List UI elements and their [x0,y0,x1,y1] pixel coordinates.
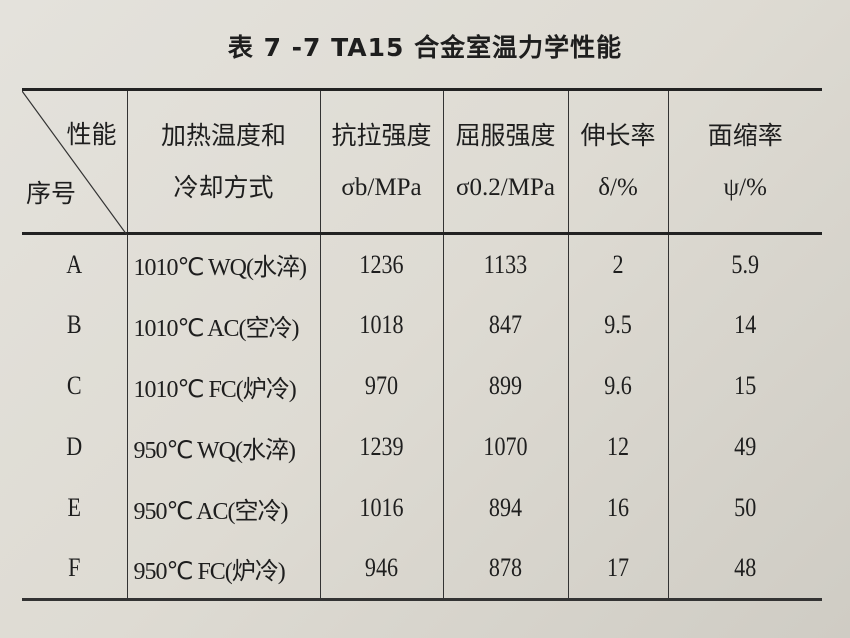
cell-tensile-strength: 1239 [328,416,434,478]
cell-tensile-strength: 1016 [328,477,434,539]
table-row: B 1010℃ AC(空冷) 1018 847 9.5 14 [22,294,822,356]
header-unit: σ0.2/MPa [456,173,555,201]
table-title: 表 7 -7 TA15 合金室温力学性能 [227,33,623,62]
cell-area-reduction: 48 [679,538,811,600]
cell-condition: 950℃ FC(炉冷) [126,538,320,600]
corner-header: 性能 序号 [22,90,127,235]
column-header-condition: 加热温度和 冷却方式 [126,89,320,234]
header-line: 屈服强度 [455,120,556,150]
corner-top-label: 性能 [66,120,117,149]
table-row: E 950℃ AC(空冷) 1016 894 16 50 [22,477,822,539]
cell-area-reduction: 14 [679,294,811,356]
cell-area-reduction: 5.9 [679,233,811,295]
cell-tensile-strength: 970 [328,355,434,417]
column-header-reduction: 面缩率 ψ/% [667,89,822,234]
header-line: 伸长率 [580,120,656,150]
cell-tensile-strength: 1018 [328,294,434,356]
cell-row-id: F [68,553,81,583]
column-header-tensile: 抗拉强度 σb/MPa [319,89,443,234]
cell-area-reduction: 15 [679,355,811,417]
cell-yield-strength: 847 [451,294,559,356]
cell-condition: 950℃ AC(空冷) [126,477,320,539]
header-unit: ψ/% [723,173,767,201]
cell-elongation: 17 [575,538,661,600]
cell-condition: 1010℃ AC(空冷) [126,294,320,356]
cell-yield-strength: 894 [451,477,559,539]
table-row: A 1010℃ WQ(水淬) 1236 1133 2 5.9 [22,233,822,295]
diagonal-line [22,91,127,235]
cell-yield-strength: 1070 [451,416,559,478]
cell-row-id: D [66,432,83,461]
corner-bottom-label: 序号 [26,179,77,208]
table-row: C 1010℃ FC(炉冷) 970 899 9.6 15 [22,355,822,417]
cell-row-id: A [66,249,83,279]
cell-yield-strength: 899 [451,355,559,417]
cell-yield-strength: 1133 [451,233,559,295]
header-unit: σb/MPa [341,173,422,201]
header-unit: δ/% [598,173,638,201]
cell-row-id: C [66,371,82,400]
header-row: 性能 序号 加热温度和 冷却方式 抗拉强度 σb/MPa 屈服强度 σ0.2/MPa … [22,89,822,235]
cell-row-id: E [67,493,82,522]
cell-area-reduction: 50 [679,477,811,539]
header-line: 加热温度和 [160,120,286,150]
cell-area-reduction: 49 [679,416,811,478]
cell-elongation: 2 [575,233,661,295]
header-line: 面缩率 [707,120,783,150]
cell-elongation: 9.5 [575,294,661,356]
cell-elongation: 9.6 [575,355,661,417]
table-row: D 950℃ WQ(水淬) 1239 1070 12 49 [22,416,822,478]
cell-tensile-strength: 946 [328,538,434,600]
cell-elongation: 16 [575,477,661,539]
header-line: 冷却方式 [173,172,274,202]
cell-condition: 950℃ WQ(水淬) [126,416,320,478]
cell-condition: 1010℃ WQ(水淬) [126,233,320,295]
cell-tensile-strength: 1236 [328,233,434,295]
cell-elongation: 12 [575,416,661,478]
cell-yield-strength: 878 [451,538,559,600]
column-header-yield: 屈服强度 σ0.2/MPa [442,89,568,234]
cell-condition: 1010℃ FC(炉冷) [126,355,320,417]
table-row: F 950℃ FC(炉冷) 946 878 17 48 [22,538,822,600]
header-line: 抗拉强度 [331,120,432,150]
column-header-elongation: 伸长率 δ/% [567,89,668,234]
cell-row-id: B [66,310,82,339]
properties-table: 性能 序号 加热温度和 冷却方式 抗拉强度 σb/MPa 屈服强度 σ0.2/MPa … [22,88,822,601]
